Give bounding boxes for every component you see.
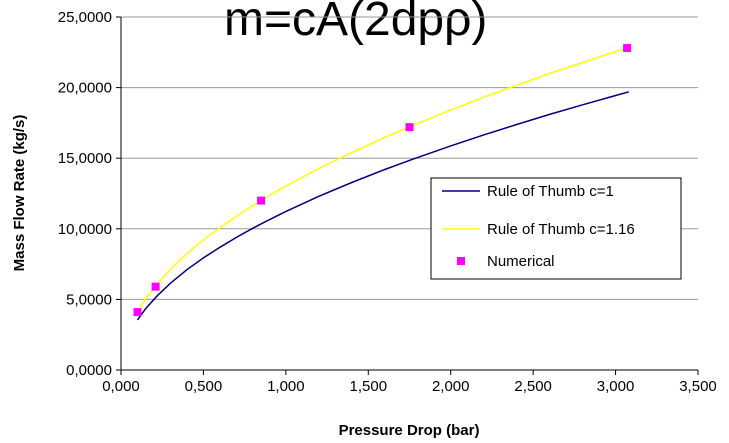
x-tick-label: 1,500	[350, 378, 388, 395]
tick-labels: 0,0000 5,0000 10,0000 15,0000 20,0000 25,0000…	[58, 9, 717, 395]
series-line-0	[136, 91, 630, 321]
chart-title: m=cA(2dpρ)	[224, 0, 487, 46]
y-tick-label: 25,0000	[58, 9, 112, 26]
legend-label-numerical: Numerical	[487, 253, 555, 270]
series-line-1	[136, 46, 630, 313]
data-point-numerical	[133, 308, 142, 317]
data-point-numerical	[151, 282, 160, 291]
data-point-numerical	[623, 44, 632, 53]
legend-label-c1: Rule of Thumb c=1	[487, 183, 614, 200]
x-tick-label: 2,500	[514, 378, 552, 395]
plot-area	[133, 44, 632, 321]
x-tick-label: 0,500	[185, 378, 223, 395]
data-point-numerical	[257, 196, 266, 205]
x-tick-label: 2,000	[432, 378, 470, 395]
y-tick-label: 20,0000	[58, 80, 112, 97]
y-axis-title: Mass Flow Rate (kg/s)	[11, 115, 28, 272]
x-tick-label: 1,000	[267, 378, 305, 395]
axes	[116, 16, 699, 375]
y-tick-label: 5,0000	[66, 291, 112, 308]
legend-marker-numerical	[457, 257, 465, 265]
legend-label-c116: Rule of Thumb c=1.16	[487, 221, 635, 238]
x-tick-label: 3,500	[679, 378, 717, 395]
x-tick-label: 0,000	[102, 378, 140, 395]
data-point-numerical	[405, 123, 414, 132]
y-tick-label: 15,0000	[58, 150, 112, 167]
x-axis-title: Pressure Drop (bar)	[339, 422, 480, 439]
y-tick-label: 0,0000	[66, 362, 112, 379]
y-tick-label: 10,0000	[58, 221, 112, 238]
legend: Rule of Thumb c=1 Rule of Thumb c=1.16 N…	[430, 177, 682, 280]
x-tick-label: 3,000	[597, 378, 635, 395]
